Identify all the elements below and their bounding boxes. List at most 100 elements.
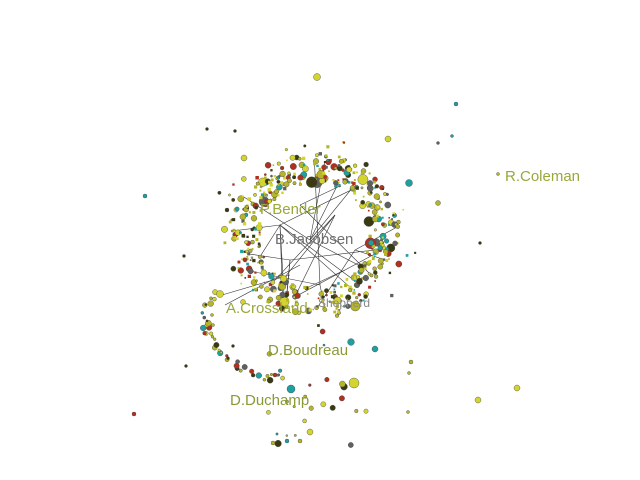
node-label-p-bender: P.Bender	[260, 201, 321, 218]
graph-node	[280, 275, 287, 283]
graph-node	[340, 294, 343, 298]
graph-node	[252, 234, 256, 238]
graph-node	[246, 256, 249, 258]
graph-node	[377, 257, 384, 264]
graph-node	[271, 272, 274, 275]
graph-node	[247, 247, 250, 250]
graph-node	[228, 220, 232, 224]
graph-node	[247, 274, 251, 278]
graph-node	[306, 293, 309, 295]
graph-node	[232, 218, 236, 222]
graph-node	[395, 232, 400, 238]
graph-node	[210, 335, 215, 339]
graph-edge	[294, 269, 346, 298]
graph-node	[368, 260, 372, 264]
graph-edge	[299, 185, 340, 206]
graph-node	[323, 161, 326, 164]
graph-node	[235, 237, 239, 241]
graph-node	[270, 373, 274, 377]
graph-node	[334, 294, 337, 297]
graph-node	[366, 250, 369, 254]
graph-node	[353, 190, 356, 193]
graph-node	[372, 216, 379, 223]
graph-node	[384, 135, 392, 143]
graph-node	[328, 159, 332, 163]
graph-node	[202, 331, 207, 336]
graph-node	[240, 282, 243, 285]
graph-node	[337, 282, 340, 285]
graph-node	[406, 410, 410, 414]
graph-edge	[221, 274, 291, 296]
graph-node	[246, 262, 249, 266]
graph-node	[313, 162, 317, 166]
graph-node	[289, 163, 297, 170]
graph-node	[268, 282, 273, 287]
graph-node	[356, 171, 358, 174]
graph-node	[335, 304, 339, 309]
graph-node	[333, 180, 339, 186]
graph-edge	[309, 239, 361, 267]
graph-edge	[299, 204, 372, 276]
graph-node	[258, 233, 261, 236]
graph-node	[302, 156, 306, 160]
graph-node	[204, 303, 208, 306]
graph-node	[240, 249, 244, 254]
node-label-shepherd: Shepherd	[318, 296, 370, 310]
graph-node	[207, 300, 214, 307]
graph-node	[371, 209, 378, 215]
graph-node	[235, 359, 240, 365]
graph-node	[380, 207, 383, 211]
graph-node	[373, 252, 377, 256]
graph-node	[265, 373, 270, 378]
graph-node	[321, 295, 325, 299]
graph-node	[292, 181, 297, 186]
graph-node	[356, 278, 363, 285]
graph-node	[407, 371, 411, 375]
graph-node	[338, 395, 345, 402]
graph-node	[258, 294, 263, 300]
graph-node	[352, 291, 356, 295]
graph-node	[314, 153, 319, 158]
graph-node	[372, 266, 377, 271]
graph-node	[277, 183, 280, 186]
graph-node	[255, 176, 259, 180]
graph-node	[265, 193, 269, 197]
graph-node	[353, 279, 356, 282]
graph-node	[279, 181, 284, 185]
graph-node	[376, 248, 379, 251]
graph-node	[237, 260, 241, 264]
graph-node	[367, 253, 372, 257]
graph-edge	[259, 224, 281, 257]
graph-node	[368, 239, 375, 246]
graph-node	[257, 261, 259, 264]
graph-node	[322, 171, 325, 175]
graph-node	[360, 172, 363, 175]
graph-node	[453, 101, 459, 107]
graph-node	[240, 154, 248, 162]
graph-node	[209, 331, 214, 336]
graph-node	[262, 378, 267, 382]
graph-node	[281, 191, 284, 195]
graph-node	[259, 284, 264, 289]
graph-node	[318, 167, 322, 171]
graph-node	[303, 285, 307, 290]
graph-node	[372, 255, 374, 258]
graph-node	[294, 292, 301, 299]
graph-node	[347, 442, 354, 448]
graph-node	[272, 197, 277, 202]
graph-node	[317, 324, 320, 327]
graph-node	[249, 368, 255, 374]
graph-node	[248, 211, 251, 214]
graph-node	[279, 291, 286, 299]
graph-node	[252, 211, 256, 214]
graph-node	[297, 156, 302, 161]
graph-node	[231, 197, 236, 202]
graph-node	[362, 195, 365, 198]
graph-node	[277, 194, 280, 197]
graph-node	[330, 295, 335, 299]
graph-node	[142, 193, 148, 199]
graph-node	[325, 293, 328, 297]
graph-node	[258, 244, 261, 247]
graph-node	[316, 164, 319, 168]
graph-node	[284, 438, 290, 444]
